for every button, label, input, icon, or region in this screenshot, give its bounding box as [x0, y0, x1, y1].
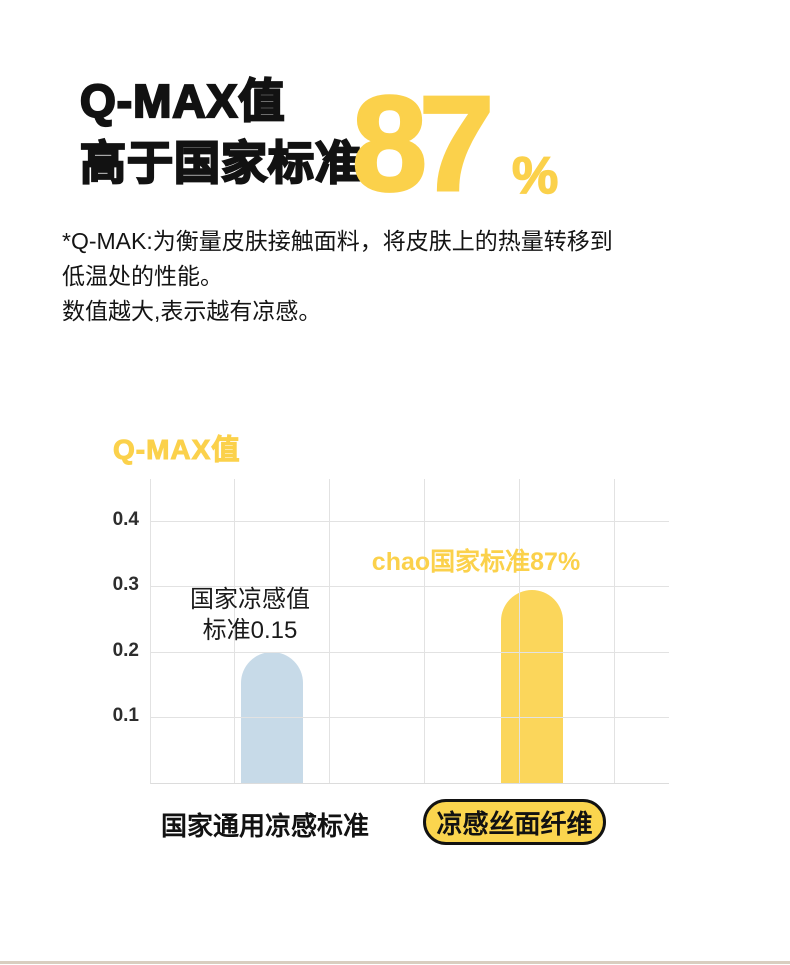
gridline-horizontal [151, 586, 669, 587]
gridline-horizontal [151, 652, 669, 653]
annotation-national-line-1: 国家凉感值 [190, 586, 310, 613]
highlight-percentage-sign: % [511, 147, 559, 205]
annotation-national-line-2: 标准0.15 [202, 617, 298, 644]
x-axis-label-national-standard: 国家通用凉感标准 [160, 811, 369, 841]
bottom-divider [0, 961, 790, 964]
page-title-line-2: 高于国家标准 [79, 136, 362, 190]
gridline-vertical [519, 479, 520, 783]
y-axis-tick-label: 0.2 [112, 640, 139, 661]
gridline-vertical [234, 479, 235, 783]
gridline-horizontal [151, 521, 669, 522]
page-title-line-1: Q-MAX值 [79, 74, 286, 128]
gridline-vertical [614, 479, 615, 783]
gridline-vertical [329, 479, 330, 783]
x-axis-label-cooling-fiber-text: 凉感丝面纤维 [436, 808, 593, 839]
page-title: Q-MAX值 高于国家标准 [79, 70, 362, 194]
annotation-national-standard-value: 国家凉感值 标准0.15 [155, 584, 345, 646]
bar-cooling-fiber [501, 590, 563, 783]
y-axis-tick-label: 0.4 [112, 509, 139, 530]
y-axis-tick-label: 0.3 [112, 574, 139, 595]
footnote: *Q-MAK:为衡量皮肤接触面料，将皮肤上的热量转移到 低温处的性能。 数值越大… [62, 224, 742, 329]
footnote-line-2: 低温处的性能。 [62, 263, 223, 289]
chart-title: Q-MAX值 [112, 434, 241, 466]
plot-area: 0.1 0.2 0.3 0.4 [113, 479, 669, 784]
y-axis-tick-label: 0.1 [112, 705, 139, 726]
footnote-line-1: *Q-MAK:为衡量皮肤接触面料，将皮肤上的热量转移到 [62, 228, 613, 254]
gridline-vertical [424, 479, 425, 783]
x-axis-label-cooling-fiber-pill: 凉感丝面纤维 [423, 799, 606, 845]
highlight-percentage-value: 87 [350, 68, 495, 219]
annotation-exceeds-standard: chao国家标准87% [371, 548, 581, 576]
gridline-horizontal [151, 717, 669, 718]
footnote-line-3: 数值越大,表示越有凉感。 [62, 298, 322, 324]
